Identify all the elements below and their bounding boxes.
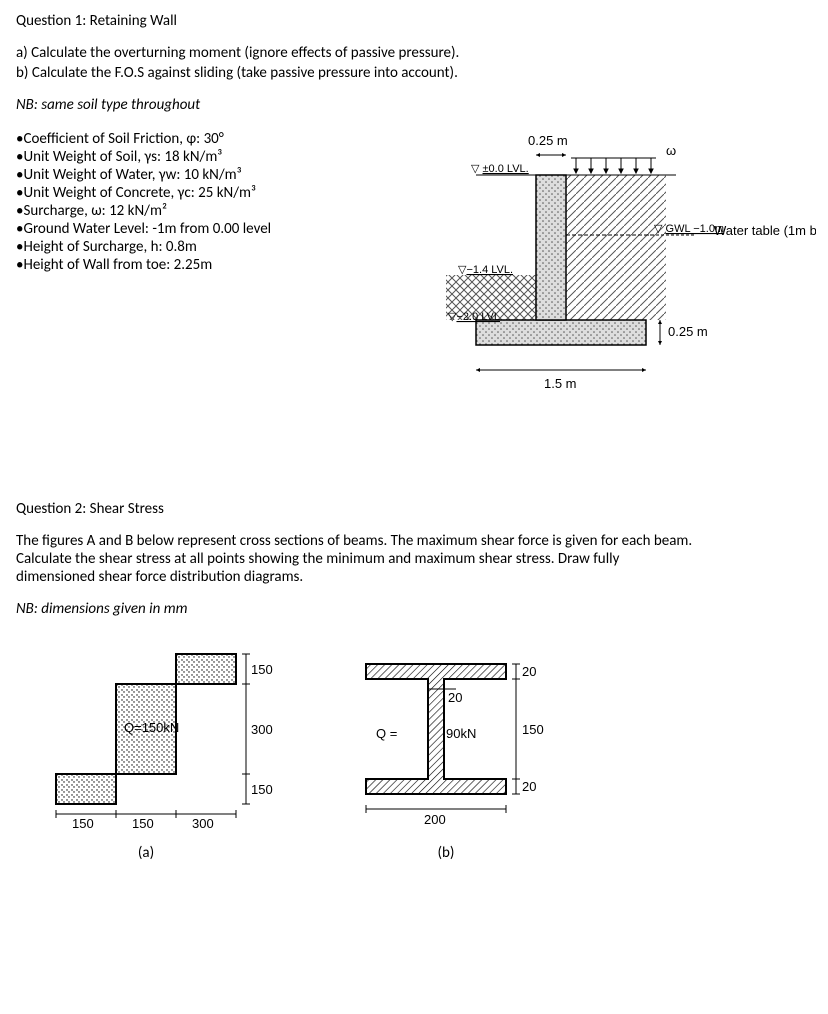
q1-title: Question 1: Retaining Wall xyxy=(16,12,812,30)
param-water: Unit Weight of Water, γw: 10 kN/m³ xyxy=(16,166,396,184)
water-table-note: Water table (1m below fill) xyxy=(714,223,816,238)
dim-base-w: 1.5 m xyxy=(544,376,577,391)
b-Q-val: 90kN xyxy=(446,726,476,741)
figure-b: 20 150 20 20 200 Q = 90kN (b) xyxy=(316,634,576,862)
b-flange-bot: 20 xyxy=(522,779,536,794)
param-friction: Coefficient of Soil Friction, φ: 30° xyxy=(16,130,396,148)
param-concrete: Unit Weight of Concrete, γc: 25 kN/m³ xyxy=(16,184,396,202)
fig-a-label: (a) xyxy=(138,844,154,862)
param-surcharge-h: Height of Surcharge, h: 0.8m xyxy=(16,238,396,256)
q1-part-a: a) Calculate the overturning moment (ign… xyxy=(16,44,812,62)
a-b2: 150 xyxy=(132,816,154,831)
q1-part-b: b) Calculate the F.O.S against sliding (… xyxy=(16,64,812,82)
a-h-mid: 300 xyxy=(251,722,273,737)
param-surcharge: Surcharge, ω: 12 kN/m² xyxy=(16,202,396,220)
lvl-toe: ▽−2.0 LVL xyxy=(448,311,500,323)
omega-label: ω xyxy=(666,143,676,158)
q1-diagram: 0.25 m ω ▽ ±0.0 LVL. ▽ GWL −1.0m Water t… xyxy=(416,130,816,430)
q2-intro: The figures A and B below represent cros… xyxy=(16,532,696,586)
param-wall-h: Height of Wall from toe: 2.25m xyxy=(16,256,396,274)
b-width: 200 xyxy=(424,812,446,827)
a-h-top: 150 xyxy=(251,662,273,677)
a-Q: Q=150kN xyxy=(124,720,179,735)
q1-nb: NB: same soil type throughout xyxy=(16,96,812,114)
figure-a: 150 300 150 150 150 300 Q=150kN (a) xyxy=(16,634,276,862)
b-web-h: 150 xyxy=(522,722,544,737)
q1-params: Coefficient of Soil Friction, φ: 30° Uni… xyxy=(16,130,396,274)
q1-parts: a) Calculate the overturning moment (ign… xyxy=(16,44,812,82)
param-soil: Unit Weight of Soil, γs: 18 kN/m³ xyxy=(16,148,396,166)
param-gwl: Ground Water Level: -1m from 0.00 level xyxy=(16,220,396,238)
b-Q: Q = xyxy=(376,726,397,741)
q2-title: Question 2: Shear Stress xyxy=(16,500,812,518)
lvl-top: ▽ ±0.0 LVL. xyxy=(471,163,529,175)
dim-base-h: 0.25 m xyxy=(668,324,708,339)
lvl-left: ▽−1.4 LVL. xyxy=(458,264,513,276)
dim-top-w: 0.25 m xyxy=(528,133,568,148)
b-flange-top: 20 xyxy=(522,664,536,679)
a-b3: 300 xyxy=(192,816,214,831)
fig-b-label: (b) xyxy=(438,844,455,862)
a-b1: 150 xyxy=(72,816,94,831)
q2-nb: NB: dimensions given in mm xyxy=(16,600,812,618)
b-web-t: 20 xyxy=(448,690,462,705)
a-h-bot: 150 xyxy=(251,782,273,797)
